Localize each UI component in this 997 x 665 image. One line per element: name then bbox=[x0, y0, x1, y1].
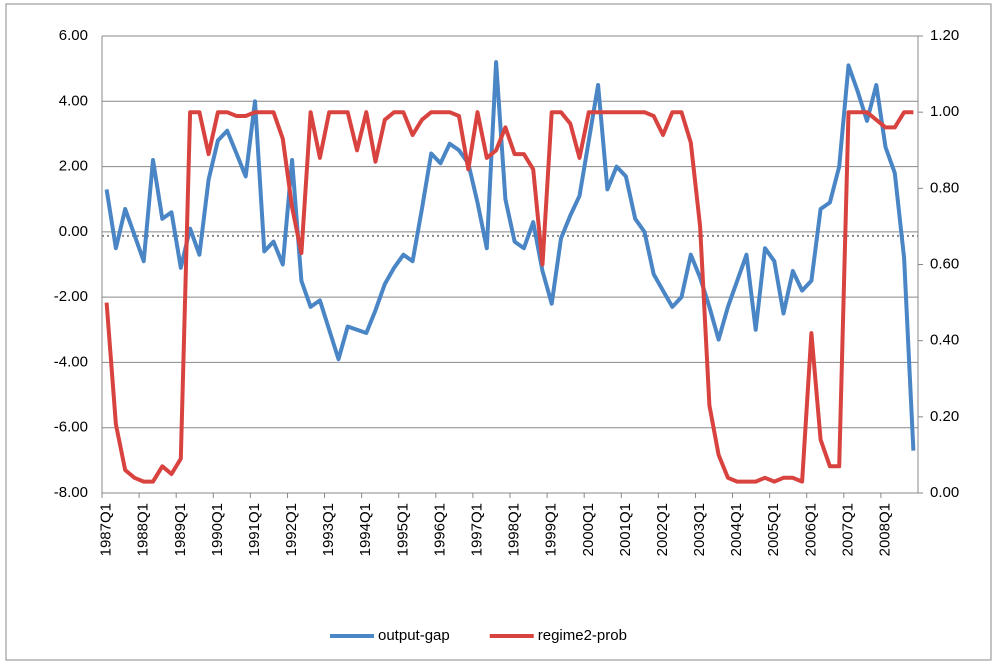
x-tick-label: 2005Q1 bbox=[765, 503, 782, 556]
y-tick-label: 6.00 bbox=[59, 27, 88, 44]
y2-tick-label: 0.40 bbox=[930, 332, 959, 349]
y-tick-label: -8.00 bbox=[54, 484, 88, 501]
x-tick-label: 2002Q1 bbox=[654, 503, 671, 556]
series-line bbox=[104, 110, 914, 484]
x-tick-label: 1991Q1 bbox=[246, 503, 263, 556]
x-tick-label: 2007Q1 bbox=[839, 503, 856, 556]
x-tick-label: 1995Q1 bbox=[394, 503, 411, 556]
x-tick-label: 1999Q1 bbox=[543, 503, 560, 556]
y2-tick-label: 0.20 bbox=[930, 408, 959, 425]
y-tick-label: 4.00 bbox=[59, 92, 88, 109]
y-tick-label: -2.00 bbox=[54, 288, 88, 305]
x-tick-label: 1996Q1 bbox=[431, 503, 448, 556]
y-tick-label: -4.00 bbox=[54, 353, 88, 370]
y-tick-label: 0.00 bbox=[59, 223, 88, 240]
x-tick-label: 1987Q1 bbox=[98, 503, 115, 556]
x-tick-label: 1990Q1 bbox=[209, 503, 226, 556]
y2-tick-label: 0.80 bbox=[930, 179, 959, 196]
legend-label: regime2-prob bbox=[538, 627, 627, 644]
x-tick-label: 2001Q1 bbox=[617, 503, 634, 556]
y2-tick-label: 0.00 bbox=[930, 484, 959, 501]
x-tick-label: 1988Q1 bbox=[135, 503, 152, 556]
x-tick-label: 1998Q1 bbox=[506, 503, 523, 556]
y-tick-label: 2.00 bbox=[59, 158, 88, 175]
x-tick-label: 1992Q1 bbox=[283, 503, 300, 556]
x-tick-label: 2000Q1 bbox=[580, 503, 597, 556]
y2-tick-label: 1.00 bbox=[930, 103, 959, 120]
x-tick-label: 1994Q1 bbox=[357, 503, 374, 556]
x-tick-label: 2004Q1 bbox=[728, 503, 745, 556]
x-tick-label: 1993Q1 bbox=[320, 503, 337, 556]
x-tick-label: 2006Q1 bbox=[802, 503, 819, 556]
x-tick-label: 2003Q1 bbox=[691, 503, 708, 556]
series-line bbox=[104, 60, 916, 451]
x-tick-label: 2008Q1 bbox=[877, 503, 894, 556]
y2-tick-label: 1.20 bbox=[930, 27, 959, 44]
x-tick-label: 1989Q1 bbox=[172, 503, 189, 556]
y2-tick-label: 0.60 bbox=[930, 255, 959, 272]
x-tick-label: 1997Q1 bbox=[469, 503, 486, 556]
y-tick-label: -6.00 bbox=[54, 419, 88, 436]
legend-label: output-gap bbox=[378, 627, 450, 644]
